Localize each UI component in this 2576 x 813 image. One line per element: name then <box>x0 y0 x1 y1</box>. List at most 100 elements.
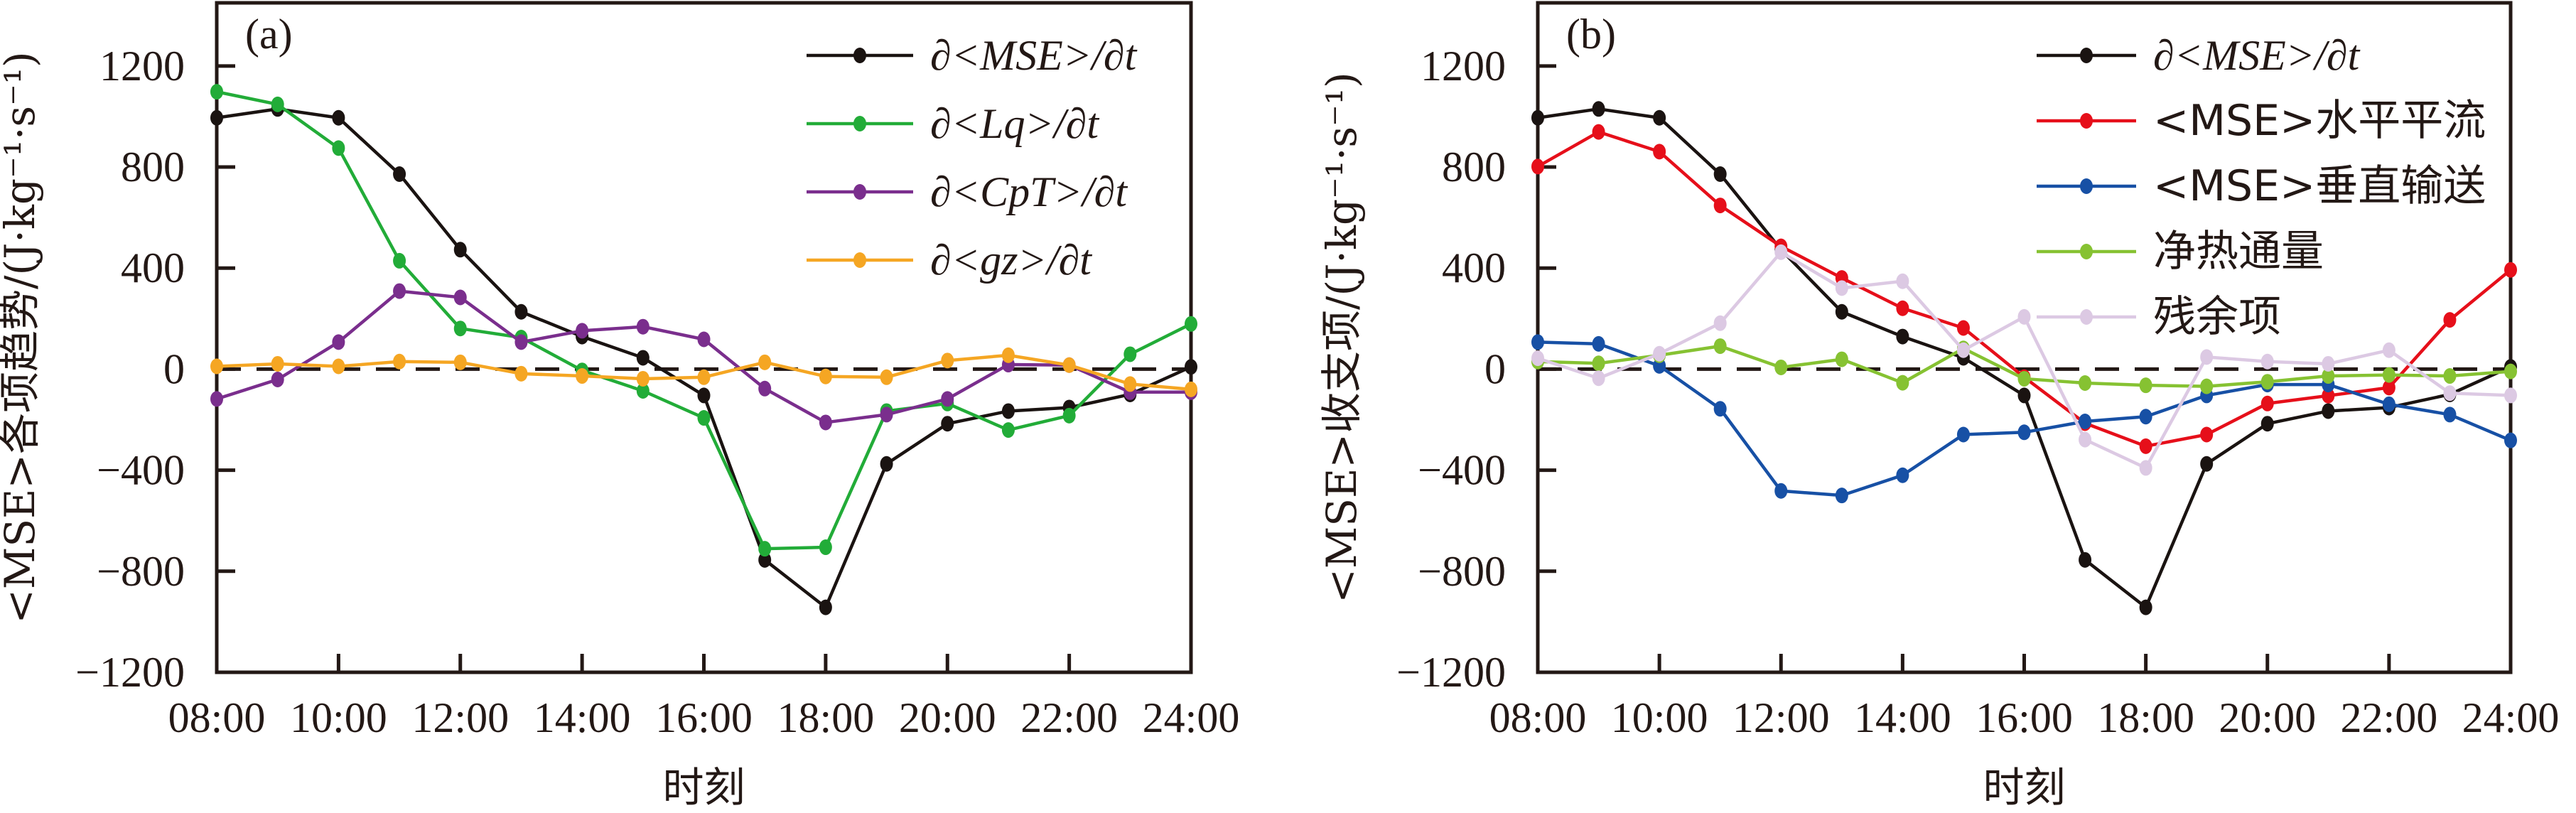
data-point <box>2504 387 2517 404</box>
data-point <box>2322 403 2335 419</box>
y-tick-label: −400 <box>97 447 185 494</box>
data-point <box>1001 347 1015 363</box>
data-point <box>1713 198 1727 214</box>
data-point <box>1592 101 1605 117</box>
data-point <box>2079 551 2092 568</box>
data-point <box>2139 460 2152 476</box>
data-point <box>1592 370 1605 387</box>
legend-swatch-marker <box>2080 113 2093 129</box>
data-point <box>1835 303 1848 320</box>
x-tick-label: 14:00 <box>1854 694 1951 741</box>
legend-swatch-marker <box>853 252 866 268</box>
data-point <box>1956 426 1970 443</box>
x-tick-label: 08:00 <box>168 694 266 741</box>
data-point <box>1531 334 1544 350</box>
y-tick-label: −800 <box>1418 548 1506 595</box>
y-tick-label: −400 <box>1418 447 1506 494</box>
y-tick-label: 800 <box>121 144 185 190</box>
data-point <box>2504 363 2517 379</box>
data-point <box>2139 409 2152 425</box>
data-point <box>1592 355 1605 372</box>
series-line <box>1537 340 2511 497</box>
legend-entry: <MSE>水平平流 <box>2037 96 2486 146</box>
data-point <box>1896 467 1909 483</box>
data-point <box>2260 353 2274 370</box>
legend-label: 残余项 <box>2153 292 2281 342</box>
series-2 <box>1531 334 2517 504</box>
data-point <box>1653 345 1666 362</box>
data-point <box>576 323 589 339</box>
data-point <box>819 414 832 431</box>
data-point <box>271 355 284 372</box>
data-point <box>2322 355 2335 372</box>
data-point <box>2017 424 2031 441</box>
legend-swatch-marker <box>2080 244 2093 259</box>
data-point <box>2017 308 2031 325</box>
data-point <box>941 416 954 432</box>
y-tick-label: 0 <box>1484 345 1506 392</box>
data-point <box>941 352 954 369</box>
data-point <box>332 140 345 156</box>
data-point <box>697 387 711 404</box>
data-point <box>393 252 406 269</box>
data-point <box>210 109 223 126</box>
data-point <box>2139 599 2152 615</box>
y-axis-label: <MSE>各项趋势/(J·kg⁻¹·s⁻¹) <box>0 51 44 623</box>
data-point <box>1185 381 1197 397</box>
data-point <box>1653 144 1666 160</box>
legend-entry: ∂<CpT>/∂t <box>807 168 1128 215</box>
x-tick-label: 18:00 <box>2097 694 2194 741</box>
series-0 <box>210 101 1197 615</box>
data-point <box>2139 377 2152 394</box>
data-point <box>453 321 467 337</box>
data-point <box>514 303 528 320</box>
data-point <box>1774 244 1788 260</box>
data-point <box>636 318 650 335</box>
legend-swatch-marker <box>853 48 866 63</box>
y-tick-label: 1200 <box>1421 43 1506 90</box>
data-point <box>1123 376 1137 392</box>
data-point <box>1653 109 1666 126</box>
data-point <box>1896 328 1909 345</box>
x-axis-label: 时刻 <box>1983 763 2065 812</box>
data-point <box>1185 359 1197 375</box>
data-point <box>2260 374 2274 390</box>
legend-entry: 残余项 <box>2037 292 2281 342</box>
data-point <box>1001 403 1015 419</box>
data-point <box>758 551 772 568</box>
data-point <box>2017 370 2031 387</box>
data-point <box>697 369 711 385</box>
legend-label: ∂<Lq>/∂t <box>930 100 1099 147</box>
legend-label: <MSE>水平平流 <box>2153 96 2486 146</box>
data-point <box>453 289 467 306</box>
data-point <box>1531 158 1544 175</box>
data-point <box>210 84 223 100</box>
series-3 <box>210 347 1197 397</box>
data-point <box>393 353 406 370</box>
data-point <box>880 406 893 423</box>
x-tick-label: 22:00 <box>1020 694 1118 741</box>
data-point <box>697 410 711 426</box>
x-tick-label: 10:00 <box>1611 694 1708 741</box>
data-point <box>2079 414 2092 430</box>
x-tick-label: 16:00 <box>1976 694 2073 741</box>
y-tick-label: 800 <box>1442 144 1506 190</box>
data-point <box>2200 378 2214 394</box>
x-tick-label: 10:00 <box>290 694 387 741</box>
data-point <box>2200 349 2214 365</box>
data-point <box>2443 385 2457 402</box>
legend-swatch-marker <box>2080 178 2093 194</box>
data-point <box>2443 312 2457 328</box>
x-axis-label: 时刻 <box>662 763 745 812</box>
data-point <box>393 166 406 183</box>
data-point <box>2322 368 2335 384</box>
data-point <box>332 334 345 350</box>
legend-label: ∂<gz>/∂t <box>930 237 1092 284</box>
y-tick-label: 400 <box>1442 244 1506 291</box>
x-tick-label: 14:00 <box>534 694 631 741</box>
legend-label: <MSE>垂直输送 <box>2153 161 2486 211</box>
data-point <box>271 372 284 388</box>
data-point <box>1062 407 1076 424</box>
